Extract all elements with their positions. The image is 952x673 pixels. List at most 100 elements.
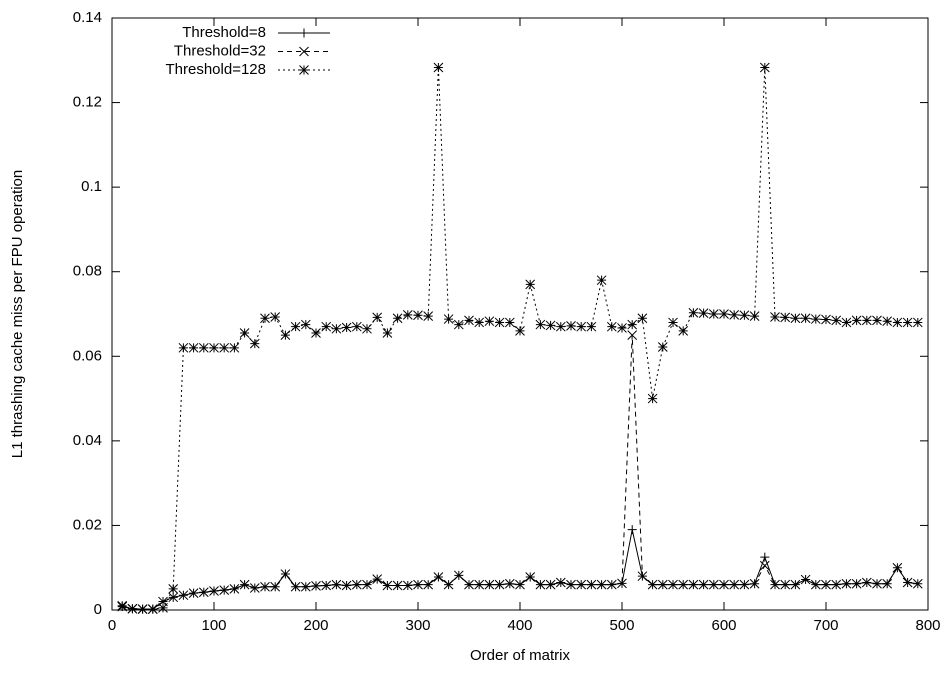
y-tick-label: 0.04 bbox=[73, 432, 102, 449]
x-tick-label: 500 bbox=[609, 617, 634, 634]
point-marker bbox=[698, 308, 709, 319]
legend-marker bbox=[299, 65, 309, 75]
point-marker bbox=[464, 315, 474, 326]
point-marker bbox=[688, 579, 699, 590]
y-tick-label: 0.14 bbox=[73, 9, 102, 26]
point-marker bbox=[759, 62, 770, 73]
point-marker bbox=[657, 342, 668, 352]
point-marker bbox=[474, 579, 485, 590]
point-marker bbox=[555, 577, 566, 588]
y-tick-label: 0.12 bbox=[73, 94, 102, 111]
point-marker bbox=[800, 313, 811, 324]
y-tick-label: 0.08 bbox=[73, 263, 102, 280]
point-marker bbox=[647, 393, 658, 404]
point-marker bbox=[708, 579, 719, 590]
point-marker bbox=[800, 574, 811, 585]
point-marker bbox=[668, 317, 678, 328]
point-marker bbox=[280, 330, 291, 340]
point-marker bbox=[515, 579, 525, 590]
point-marker bbox=[464, 579, 474, 590]
point-marker bbox=[872, 315, 882, 326]
legend-marker bbox=[299, 28, 309, 38]
point-marker bbox=[576, 321, 587, 332]
series-line bbox=[122, 335, 918, 610]
point-marker bbox=[555, 321, 566, 332]
point-marker bbox=[198, 342, 209, 353]
point-marker bbox=[362, 579, 372, 590]
point-marker bbox=[708, 309, 719, 319]
point-marker bbox=[566, 579, 576, 590]
point-marker bbox=[525, 279, 536, 290]
point-marker bbox=[198, 587, 209, 598]
point-marker bbox=[158, 603, 168, 613]
point-marker bbox=[872, 578, 882, 589]
point-marker bbox=[178, 342, 189, 353]
point-marker bbox=[861, 315, 872, 326]
point-marker bbox=[494, 579, 505, 590]
point-marker bbox=[678, 579, 689, 590]
point-marker bbox=[821, 314, 831, 325]
legend-marker bbox=[299, 46, 309, 57]
point-marker bbox=[841, 578, 852, 589]
x-tick-label: 100 bbox=[201, 617, 226, 634]
point-marker bbox=[912, 578, 923, 589]
point-marker bbox=[280, 569, 291, 579]
point-marker bbox=[188, 588, 199, 598]
point-marker bbox=[719, 309, 729, 319]
point-marker bbox=[474, 317, 485, 328]
point-marker bbox=[209, 342, 219, 353]
point-marker bbox=[239, 328, 250, 338]
point-marker bbox=[300, 581, 311, 592]
point-marker bbox=[392, 313, 403, 324]
point-marker bbox=[657, 579, 668, 590]
point-marker bbox=[688, 307, 699, 318]
point-marker bbox=[790, 313, 801, 324]
point-marker bbox=[535, 319, 546, 330]
point-marker bbox=[545, 579, 556, 590]
point-marker bbox=[606, 579, 617, 590]
point-marker bbox=[902, 317, 913, 328]
point-marker bbox=[780, 579, 791, 590]
point-marker bbox=[443, 579, 454, 590]
point-marker bbox=[698, 579, 709, 590]
y-tick-label: 0.1 bbox=[81, 178, 102, 195]
point-marker bbox=[402, 309, 413, 320]
point-marker bbox=[117, 600, 128, 611]
point-marker bbox=[627, 525, 637, 535]
point-marker bbox=[300, 319, 311, 330]
point-marker bbox=[566, 320, 576, 331]
point-marker bbox=[790, 579, 801, 590]
point-marker bbox=[831, 315, 842, 326]
point-marker bbox=[311, 328, 321, 338]
point-marker bbox=[413, 579, 423, 590]
point-marker bbox=[627, 330, 638, 340]
point-marker bbox=[423, 579, 434, 590]
point-marker bbox=[494, 317, 505, 328]
point-marker bbox=[882, 578, 893, 589]
point-marker bbox=[249, 583, 260, 593]
point-marker bbox=[780, 312, 791, 323]
point-marker bbox=[749, 578, 760, 589]
point-marker bbox=[504, 317, 515, 328]
point-marker bbox=[147, 604, 158, 615]
point-marker bbox=[453, 319, 464, 330]
legend-label: Threshold=128 bbox=[166, 61, 267, 78]
point-marker bbox=[372, 574, 383, 584]
point-marker bbox=[810, 579, 821, 590]
point-marker bbox=[127, 603, 138, 614]
point-marker bbox=[321, 580, 332, 591]
point-marker bbox=[892, 562, 903, 573]
point-marker bbox=[525, 572, 536, 582]
point-marker bbox=[576, 579, 587, 590]
point-marker bbox=[351, 321, 362, 332]
point-marker bbox=[515, 326, 525, 336]
point-marker bbox=[841, 317, 852, 328]
point-marker bbox=[249, 338, 260, 349]
point-marker bbox=[402, 580, 413, 591]
legend-label: Threshold=8 bbox=[182, 24, 266, 41]
point-marker bbox=[433, 572, 444, 582]
x-tick-label: 600 bbox=[711, 617, 736, 634]
point-marker bbox=[423, 311, 434, 321]
point-marker bbox=[229, 584, 240, 594]
